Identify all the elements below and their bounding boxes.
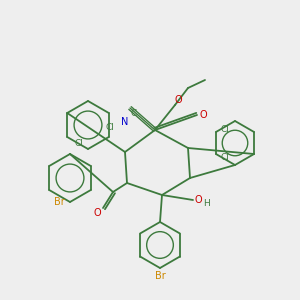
Text: Br: Br bbox=[54, 197, 64, 207]
Text: Cl: Cl bbox=[220, 124, 230, 134]
Text: Cl: Cl bbox=[220, 152, 230, 161]
Text: O: O bbox=[199, 110, 207, 120]
Text: Cl: Cl bbox=[105, 124, 114, 133]
Text: N: N bbox=[121, 117, 129, 127]
Text: C: C bbox=[131, 109, 137, 118]
Text: Cl: Cl bbox=[75, 140, 83, 148]
Text: O: O bbox=[93, 208, 101, 218]
Text: Br: Br bbox=[154, 271, 165, 281]
Text: O: O bbox=[174, 95, 182, 105]
Text: H: H bbox=[204, 200, 210, 208]
Text: O: O bbox=[194, 195, 202, 205]
